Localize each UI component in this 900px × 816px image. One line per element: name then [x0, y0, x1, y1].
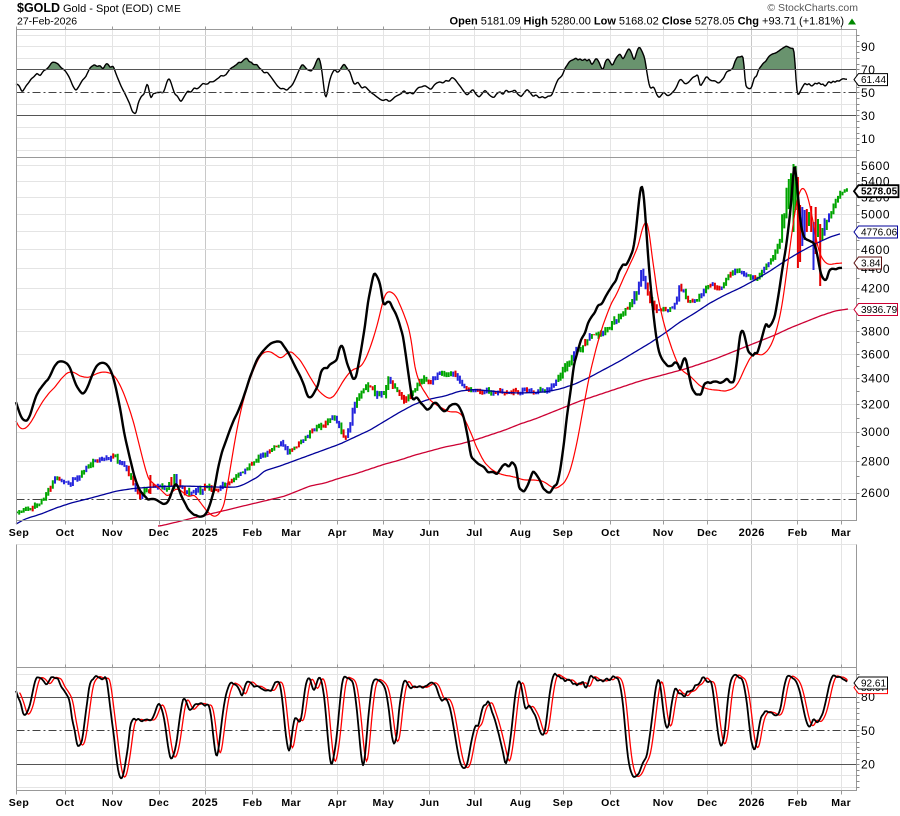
- svg-text:Sep: Sep: [9, 527, 29, 539]
- svg-text:Jul: Jul: [466, 797, 482, 809]
- svg-text:Dec: Dec: [149, 527, 169, 539]
- svg-text:Feb: Feb: [243, 797, 263, 809]
- svg-text:2025: 2025: [192, 797, 218, 809]
- svg-text:30: 30: [861, 109, 876, 123]
- svg-text:Feb: Feb: [788, 527, 808, 539]
- svg-text:Dec: Dec: [697, 797, 717, 809]
- svg-text:27-Feb-2026: 27-Feb-2026: [17, 16, 77, 28]
- svg-text:61.44: 61.44: [861, 75, 886, 86]
- svg-text:Dec: Dec: [697, 527, 717, 539]
- svg-text:Gold - Spot (EOD): Gold - Spot (EOD): [63, 3, 153, 15]
- svg-text:3.84: 3.84: [861, 259, 881, 270]
- svg-text:Open 5181.09 High 5280.00 Lo: Open 5181.09 High 5280.00 Low 5168.02 Cl…: [450, 16, 844, 28]
- svg-text:50: 50: [861, 724, 876, 738]
- svg-text:4776.06: 4776.06: [861, 228, 898, 239]
- svg-text:50: 50: [861, 86, 876, 100]
- svg-text:4200: 4200: [861, 282, 890, 296]
- svg-text:3800: 3800: [861, 324, 890, 338]
- svg-text:Oct: Oct: [601, 527, 620, 539]
- svg-text:3000: 3000: [861, 425, 890, 439]
- svg-text:5600: 5600: [861, 159, 890, 173]
- svg-text:Oct: Oct: [601, 797, 620, 809]
- svg-text:5000: 5000: [861, 207, 890, 221]
- svg-text:May: May: [372, 797, 394, 809]
- svg-text:May: May: [372, 527, 394, 539]
- svg-text:90: 90: [861, 40, 876, 54]
- svg-text:Nov: Nov: [102, 797, 123, 809]
- svg-text:3600: 3600: [861, 347, 890, 361]
- svg-text:2800: 2800: [861, 455, 890, 469]
- svg-text:Nov: Nov: [102, 527, 123, 539]
- svg-text:Mar: Mar: [831, 527, 851, 539]
- svg-text:Jun: Jun: [420, 797, 440, 809]
- svg-text:5278.05: 5278.05: [861, 187, 898, 198]
- svg-text:Jun: Jun: [420, 527, 440, 539]
- svg-text:Mar: Mar: [831, 797, 851, 809]
- svg-text:Apr: Apr: [328, 527, 347, 539]
- svg-text:2026: 2026: [739, 797, 765, 809]
- svg-text:Feb: Feb: [243, 527, 263, 539]
- svg-text:Oct: Oct: [56, 527, 75, 539]
- svg-text:CME: CME: [157, 4, 182, 15]
- svg-text:Feb: Feb: [788, 797, 808, 809]
- svg-text:Apr: Apr: [328, 797, 347, 809]
- svg-text:Nov: Nov: [653, 797, 674, 809]
- svg-text:4600: 4600: [861, 243, 890, 257]
- svg-text:Jul: Jul: [466, 527, 482, 539]
- svg-text:© StockCharts.com: © StockCharts.com: [767, 2, 858, 14]
- svg-text:3200: 3200: [861, 398, 890, 412]
- svg-text:Aug: Aug: [510, 527, 532, 539]
- svg-text:10: 10: [861, 132, 876, 146]
- svg-text:Sep: Sep: [553, 527, 573, 539]
- svg-text:92.61: 92.61: [861, 679, 886, 690]
- svg-text:Nov: Nov: [653, 527, 674, 539]
- svg-text:$GOLD: $GOLD: [17, 1, 60, 15]
- svg-text:Dec: Dec: [149, 797, 169, 809]
- svg-text:3936.79: 3936.79: [861, 305, 898, 316]
- svg-text:2600: 2600: [861, 486, 890, 500]
- svg-text:Oct: Oct: [56, 797, 75, 809]
- svg-text:20: 20: [861, 758, 876, 772]
- svg-text:2025: 2025: [192, 527, 218, 539]
- svg-text:Aug: Aug: [510, 797, 532, 809]
- svg-text:Sep: Sep: [553, 797, 573, 809]
- svg-text:Sep: Sep: [9, 797, 29, 809]
- svg-text:2026: 2026: [739, 527, 765, 539]
- svg-text:3400: 3400: [861, 372, 890, 386]
- svg-text:Mar: Mar: [281, 527, 301, 539]
- svg-text:Mar: Mar: [281, 797, 301, 809]
